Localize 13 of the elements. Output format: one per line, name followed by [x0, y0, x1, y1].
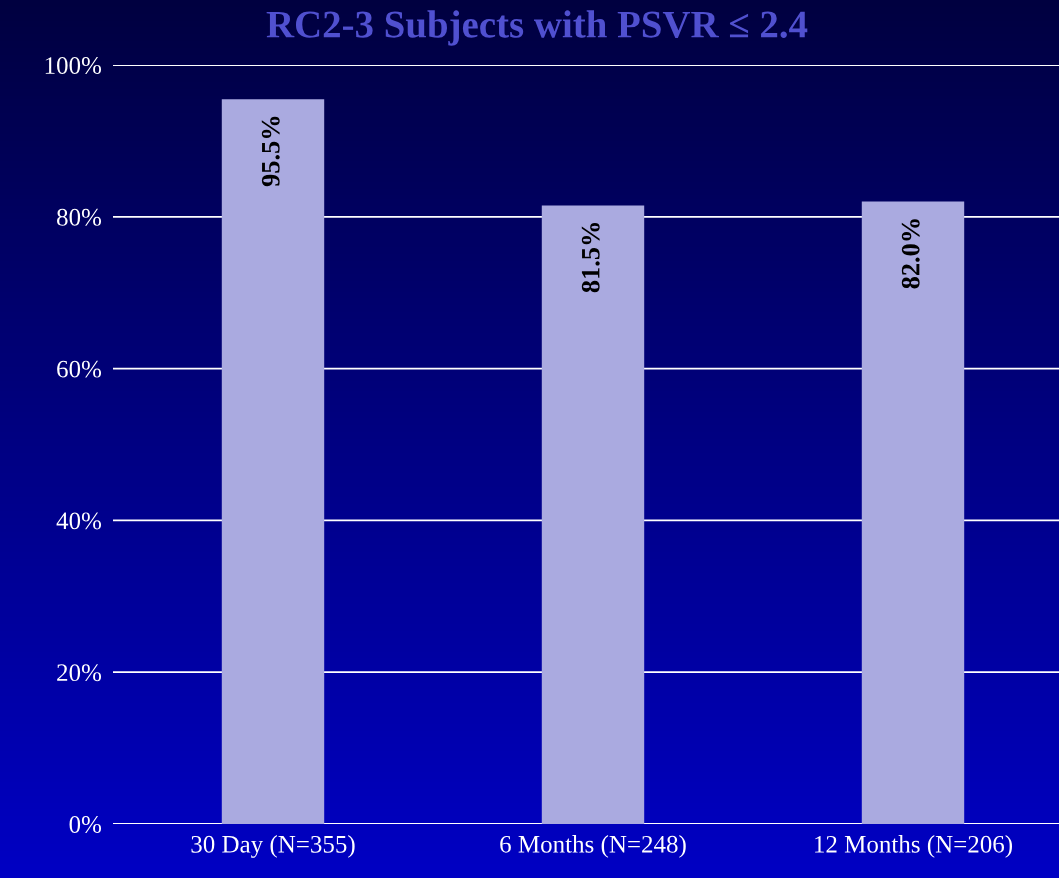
- x-tick-label: 12 Months (N=206): [815, 835, 1013, 858]
- data-label: 95.5%: [261, 116, 280, 187]
- data-label: 82.0%: [901, 219, 920, 289]
- y-tick-label: 80%: [57, 208, 102, 226]
- y-tick-label: 20%: [57, 664, 102, 682]
- chart-title: RC2-3 Subjects with PSVR ≤ 2.4: [266, 10, 808, 46]
- y-tick-label: 60%: [57, 360, 102, 378]
- y-tick-label: 40%: [56, 512, 102, 530]
- data-label: 81.5%: [581, 223, 600, 293]
- y-tick-label: 0%: [69, 816, 102, 833]
- x-tick-label: 30 Day (N=355): [191, 835, 355, 858]
- x-tick-label: 6 Months (N=248): [500, 835, 686, 858]
- y-tick-label: 100%: [45, 57, 102, 74]
